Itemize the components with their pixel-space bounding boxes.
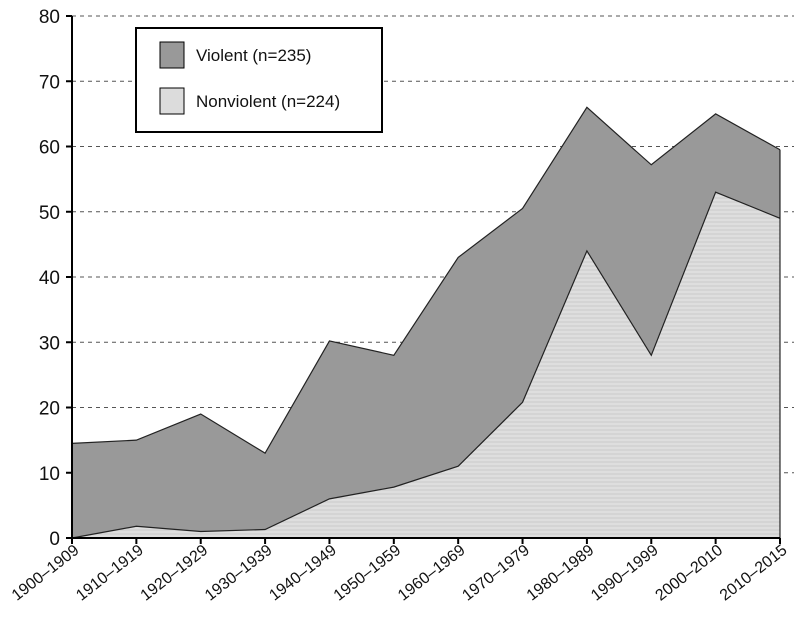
x-tick-label: 1920–1929 bbox=[138, 542, 212, 605]
area-nonviolent-line bbox=[71, 191, 781, 539]
y-tick-label: 40 bbox=[39, 268, 60, 289]
x-tick-label: 1970–1979 bbox=[459, 542, 533, 605]
y-tick-label: 50 bbox=[39, 203, 60, 224]
series-areas bbox=[71, 106, 781, 539]
y-tick-label: 30 bbox=[39, 333, 60, 354]
y-tick-label: 0 bbox=[49, 529, 60, 550]
area-nonviolent bbox=[72, 192, 780, 539]
x-tick-label: 1960–1969 bbox=[395, 542, 469, 605]
x-tick-label: 1940–1949 bbox=[266, 542, 340, 605]
legend-label-violent: Violent (n=235) bbox=[196, 46, 311, 65]
y-tick-label: 60 bbox=[39, 138, 60, 159]
y-tick-label: 10 bbox=[39, 464, 60, 485]
x-tick-label: 1950–1959 bbox=[331, 542, 405, 605]
legend-swatch-violent bbox=[159, 41, 185, 69]
x-tick-label: 1910–1919 bbox=[73, 542, 147, 605]
legend-label-nonviolent: Nonviolent (n=224) bbox=[196, 92, 340, 111]
x-tick-label: 2000–2010 bbox=[653, 542, 727, 605]
legend-swatch-nonviolent bbox=[159, 87, 185, 115]
x-tick-label: 1930–1939 bbox=[202, 542, 276, 605]
y-tick-label: 70 bbox=[39, 72, 60, 93]
y-tick-label: 20 bbox=[39, 399, 60, 420]
x-tick-label: 1900–1909 bbox=[9, 542, 83, 605]
x-tick-label: 1990–1999 bbox=[588, 542, 662, 605]
legend: Violent (n=235) Nonviolent (n=224) bbox=[135, 27, 383, 133]
y-tick-label: 80 bbox=[39, 7, 60, 28]
area-violent-line bbox=[71, 106, 781, 455]
x-tick-label: 1980–1989 bbox=[524, 542, 598, 605]
x-tick-label: 2010–2015 bbox=[717, 542, 791, 605]
